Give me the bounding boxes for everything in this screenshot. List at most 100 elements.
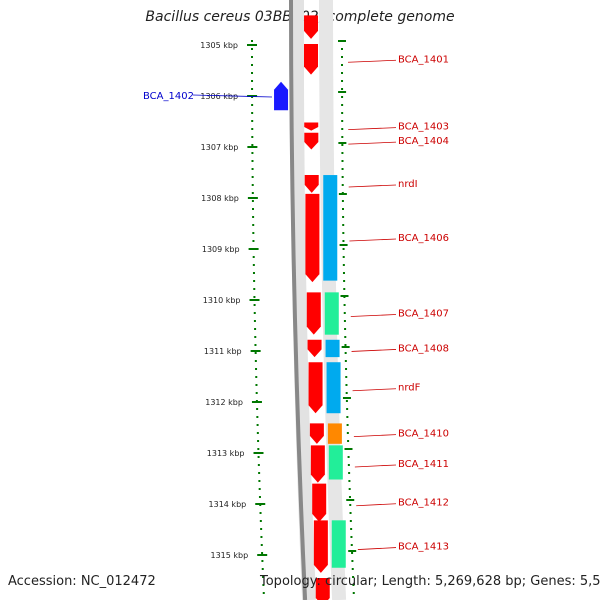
accession-text: Accession: NC_012472 [8,574,156,589]
leader-line [348,184,397,188]
ruler-dot [259,520,262,522]
leader-line [348,141,397,145]
ruler-dot [251,160,254,162]
leader-line [352,388,397,392]
ruler-dot [252,232,255,234]
ruler-dot [262,576,265,578]
kbp-ruler: 1305 kbp 1306 kbp 1307 kbp 1308 kbp 1309 kbp… [200,40,357,560]
leader-line [350,314,397,317]
ruler-dot [254,360,257,362]
leader-line [347,59,397,63]
ruler-dot [258,488,261,490]
cog-block [331,520,346,568]
backbone-line [289,0,308,600]
gene-label-bca_1402: BCA_1402 [143,91,194,102]
ruler-dot [253,280,256,282]
ruler-dot [254,344,257,346]
ruler-dot [257,448,260,450]
ruler-dot [251,168,254,170]
gene-label-nrdi: nrdI [398,179,418,190]
ruler-dot [352,592,355,594]
ruler-dot [255,384,258,386]
ruler-dot [256,416,259,418]
ruler-dot [347,456,350,458]
gene-track [274,15,330,600]
ruler-dot [258,480,261,482]
ruler-dot [254,336,257,338]
ruler-dot [342,272,345,274]
ruler-dot [257,456,260,458]
ruler-dot [251,152,254,154]
cog-block [327,423,342,444]
ruler-dot [261,552,264,554]
ruler-dot [343,320,346,322]
tick-label: 1315 kbp [210,551,248,560]
gene-label-bca_1408: BCA_1408 [398,343,449,354]
ruler-dot [256,408,259,410]
ruler-dot [341,144,344,146]
gene-label-bca_1412: BCA_1412 [398,498,449,509]
ruler-dot [259,512,262,514]
ruler-dot [341,120,344,122]
ruler-dot [341,56,344,58]
ruler-dot [252,256,255,258]
gene-label-bca_1406: BCA_1406 [398,233,449,244]
ruler-dot [342,256,345,258]
ruler-dot [346,408,349,410]
ruler-dot [344,352,347,354]
gene-arrow [304,15,319,39]
gene-arrow [312,483,327,522]
tick-label: 1305 kbp [200,41,238,50]
ruler-dot [341,64,344,66]
leader-line [351,349,397,352]
ruler-dot [251,72,254,74]
ruler-dot [251,56,254,58]
ruler-dot [350,536,353,538]
ruler-dot [341,88,344,90]
ruler-dot [351,560,354,562]
cog-block [328,445,343,480]
ruler-dot [257,440,260,442]
gene-arrow [310,445,325,483]
ruler-dot [251,80,254,82]
ruler-dot [251,144,254,146]
ruler-dot [342,232,345,234]
ruler-dot [348,488,351,490]
cog-track [323,175,346,568]
ruler-dot [341,176,344,178]
ruler-dot [351,552,354,554]
ruler-dot [257,464,260,466]
gene-label-bca_1407: BCA_1407 [398,309,449,320]
ruler-dot [343,288,346,290]
ruler-dot [345,368,348,370]
ruler-dot [345,400,348,402]
ruler-dot [352,576,355,578]
ruler-dot [342,264,345,266]
tick-label: 1310 kbp [203,296,241,305]
ruler-dot [343,280,346,282]
ruler-dot [344,328,347,330]
gene-label-bca_1403: BCA_1403 [398,122,449,133]
ruler-dot [252,216,255,218]
ruler-dot [255,392,258,394]
ruler-dot [252,224,255,226]
ruler-dot [253,304,256,306]
ruler-dot [341,96,344,98]
ruler-dot [251,192,254,194]
ruler-rings [251,40,355,594]
tick-label: 1312 kbp [205,398,243,407]
tick-label: 1307 kbp [201,143,239,152]
ruler-dot [342,224,345,226]
ruler-dot [251,104,254,106]
ruler-dot [251,112,254,114]
tick-label: 1306 kbp [200,92,238,101]
ruler-dot [251,40,254,42]
cog-block [323,175,338,281]
ruler-dot [344,360,347,362]
ruler-dot [341,104,344,106]
ruler-dot [251,184,254,186]
ruler-dot [342,216,345,218]
ruler-dot [252,272,255,274]
ruler-dot [346,424,349,426]
ruler-dot [341,48,344,50]
